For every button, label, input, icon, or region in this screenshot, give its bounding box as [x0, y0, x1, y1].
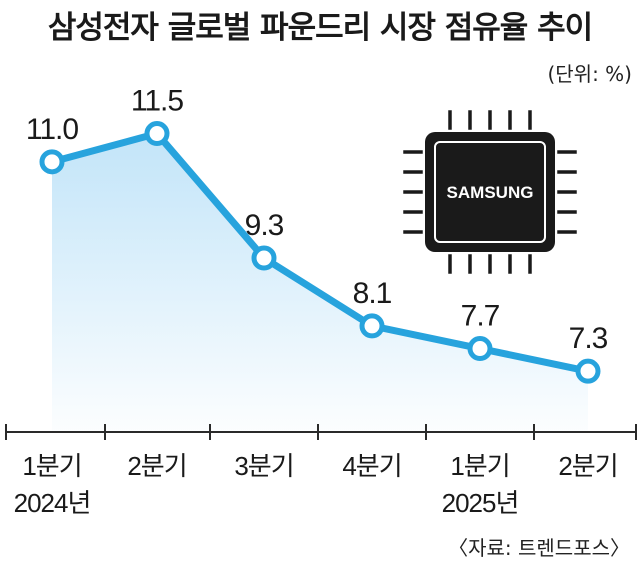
x-year-label-5: 2025년 [442, 488, 519, 518]
x-tick-label-2: 2분기 [127, 451, 186, 481]
chart-title: 삼성전자 글로벌 파운드리 시장 점유율 추이 [47, 10, 593, 46]
data-point-3 [251, 245, 277, 271]
data-point-2 [144, 121, 170, 147]
value-label-2: 11.5 [131, 85, 183, 118]
x-tick-label-3: 3분기 [234, 451, 293, 481]
value-label-4: 8.1 [353, 277, 392, 310]
value-label-5: 7.7 [461, 300, 500, 333]
x-tick-label-1: 1분기 [22, 451, 81, 481]
x-tick-label-4: 4분기 [342, 451, 401, 481]
source-label: 〈자료: 트렌드포스〉 [448, 536, 630, 560]
value-label-1: 11.0 [26, 113, 78, 146]
data-point-5 [467, 336, 493, 362]
x-tick-label-5: 1분기 [450, 451, 509, 481]
x-tick-label-6: 2분기 [558, 451, 617, 481]
chip-label: SAMSUNG [447, 183, 534, 202]
area-fill [52, 133, 588, 433]
unit-label: (단위: %) [547, 62, 632, 86]
value-label-6: 7.3 [569, 322, 608, 355]
chip-icon: SAMSUNG [403, 110, 577, 274]
data-point-1 [39, 149, 65, 175]
data-point-4 [359, 313, 385, 339]
series-line [48, 130, 592, 375]
data-point-6 [575, 358, 601, 384]
value-label-3: 9.3 [245, 209, 284, 242]
x-year-label-1: 2024년 [14, 488, 91, 518]
